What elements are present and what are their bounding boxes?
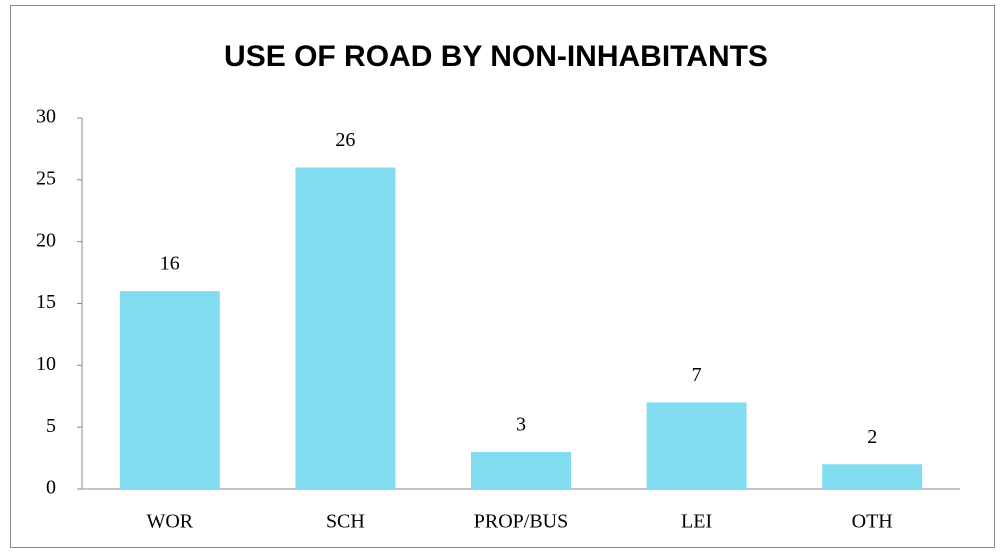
bar [471,451,571,489]
bar [119,291,220,489]
y-tick-label: 5 [46,415,56,437]
value-label: 2 [867,426,877,448]
bar [295,167,396,489]
x-tick-label: PROP/BUS [474,511,569,533]
y-tick-label: 10 [36,353,56,375]
y-tick-label: 30 [36,106,56,128]
bar [822,464,923,489]
value-label: 3 [516,413,526,435]
y-tick-label: 25 [36,167,56,189]
y-tick-label: 0 [46,477,56,499]
value-label: 16 [160,253,180,275]
bar [646,402,747,489]
value-label: 26 [335,129,355,151]
x-tick-label: LEI [681,511,712,533]
x-tick-label: SCH [326,511,365,533]
x-tick-label: OTH [852,511,893,533]
y-tick-label: 15 [36,291,56,313]
chart-title: USE OF ROAD BY NON-INHABITANTS [224,40,768,73]
value-label: 7 [692,364,702,386]
x-tick-label: WOR [146,511,193,533]
y-tick-label: 20 [36,229,56,251]
